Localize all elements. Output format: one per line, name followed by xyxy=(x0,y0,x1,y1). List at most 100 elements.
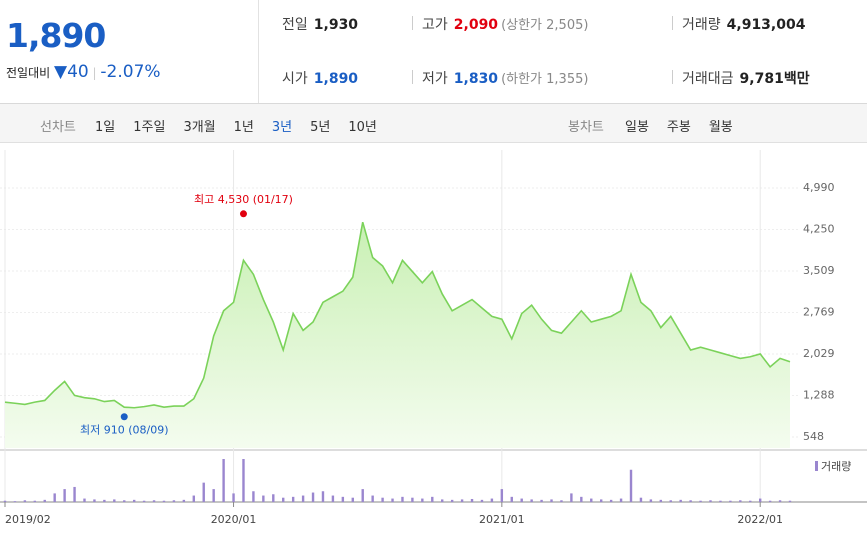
volume-bar xyxy=(441,499,444,502)
volume-bar xyxy=(768,500,772,502)
volume-bar xyxy=(172,500,176,502)
volume-bar xyxy=(272,494,275,502)
volume-bar xyxy=(212,489,215,502)
stat-value: 9,781 xyxy=(739,71,784,87)
volume-bar xyxy=(510,496,513,502)
separator xyxy=(412,16,413,30)
volume-bar xyxy=(73,486,76,502)
stat: 거래량 4,913,004 xyxy=(682,14,805,34)
volume-bar xyxy=(431,496,434,502)
change-arrow: ▼ xyxy=(54,62,68,82)
volume-bar xyxy=(311,492,315,502)
tab[interactable]: 1주일 xyxy=(133,120,166,135)
annotation-dot xyxy=(120,413,128,421)
volume-bar xyxy=(480,499,484,502)
volume-bar xyxy=(381,497,384,502)
volume-bar xyxy=(331,495,335,502)
volume-bar xyxy=(113,499,116,502)
volume-bar xyxy=(232,493,235,502)
legend-label: 거래량 xyxy=(821,460,851,473)
volume-bar xyxy=(361,489,364,502)
volume-bar xyxy=(659,499,663,502)
volume-bar xyxy=(291,496,295,502)
volume-bar xyxy=(371,495,374,502)
volume-bar xyxy=(3,500,7,502)
price-box: 1,890 전일대비 ▼40 | -2.07% xyxy=(0,0,259,103)
price-area xyxy=(5,222,790,448)
volume-bar xyxy=(560,500,563,502)
y-tick-label: 3,509 xyxy=(803,264,835,277)
summary: 1,890 전일대비 ▼40 | -2.07% 전일 1,930 고가 2,090 (상… xyxy=(0,0,867,104)
volume-bar xyxy=(460,499,464,502)
volume-bar xyxy=(490,498,494,502)
tab[interactable]: 3년 xyxy=(271,120,293,135)
tab-label: 봉차트 xyxy=(568,120,604,135)
x-tick-label: 2020/01 xyxy=(211,513,257,526)
volume-bar xyxy=(749,500,752,502)
y-tick-label: 2,029 xyxy=(803,347,835,360)
volume-bar xyxy=(411,497,414,502)
stat-value: 4,913,004 xyxy=(726,17,806,33)
volume-bar xyxy=(669,500,672,502)
stat-label: 전일 xyxy=(282,17,308,33)
volume-bar xyxy=(301,495,305,502)
volume-bar xyxy=(639,497,643,502)
x-tick-label: 2022/01 xyxy=(737,513,783,526)
volume-bar xyxy=(619,498,623,502)
y-tick-label: 4,250 xyxy=(803,222,835,235)
change-value: 40 xyxy=(67,62,89,82)
stat-value: 2,090 xyxy=(453,17,499,33)
volume-bar xyxy=(609,499,613,502)
volume-bar xyxy=(123,500,126,502)
tab[interactable]: 일봉 xyxy=(625,120,649,135)
volume-bar xyxy=(530,499,533,502)
stat-unit: 백만 xyxy=(783,71,810,87)
stat-label: 거래대금 xyxy=(682,71,734,87)
volume-bar xyxy=(23,500,27,502)
tab[interactable]: 3개월 xyxy=(183,120,216,135)
tab[interactable]: 주봉 xyxy=(666,120,691,135)
volume-bar xyxy=(500,489,504,502)
separator xyxy=(672,16,673,30)
tab[interactable]: 월봉 xyxy=(708,120,733,135)
tab[interactable]: 1일 xyxy=(95,120,116,135)
stat-label: 시가 xyxy=(282,71,308,87)
y-tick-label: 2,769 xyxy=(803,306,835,319)
stat-label: 저가 xyxy=(422,71,448,87)
y-tick-label: 4,990 xyxy=(803,181,835,194)
stat-label: 거래량 xyxy=(682,17,721,33)
volume-bar xyxy=(282,497,285,502)
volume-bar xyxy=(739,500,742,502)
volume-bar xyxy=(699,500,702,502)
volume-bar xyxy=(33,500,37,502)
tab[interactable]: 5년 xyxy=(310,120,331,135)
volume-bar xyxy=(252,491,255,502)
volume-bar xyxy=(520,498,523,502)
stat: 전일 1,930 xyxy=(282,14,358,34)
volume-bar xyxy=(470,498,474,502)
volume-bar xyxy=(63,489,66,502)
tab[interactable]: 10년 xyxy=(348,120,377,135)
volume-bar xyxy=(788,500,792,502)
annotation-dot xyxy=(239,210,247,218)
legend-swatch xyxy=(815,461,818,471)
stat-extra: (하한가 1,355) xyxy=(501,72,589,87)
volume-bar xyxy=(421,498,424,502)
volume-bar xyxy=(222,459,225,502)
volume-bar xyxy=(351,497,354,502)
separator xyxy=(672,70,673,84)
change-pct: -2.07% xyxy=(100,62,161,82)
volume-bar xyxy=(550,499,553,502)
volume-bar xyxy=(341,496,345,502)
volume-bar xyxy=(709,500,712,502)
stat-extra: (상한가 2,505) xyxy=(501,18,589,33)
volume-bar xyxy=(321,491,325,502)
volume-bar xyxy=(391,498,394,502)
volume-bar xyxy=(401,496,404,502)
tab[interactable]: 1년 xyxy=(233,120,254,135)
stat-label: 고가 xyxy=(422,17,448,33)
volume-bar xyxy=(93,499,96,502)
separator xyxy=(412,70,413,84)
volume-bar xyxy=(152,500,156,502)
